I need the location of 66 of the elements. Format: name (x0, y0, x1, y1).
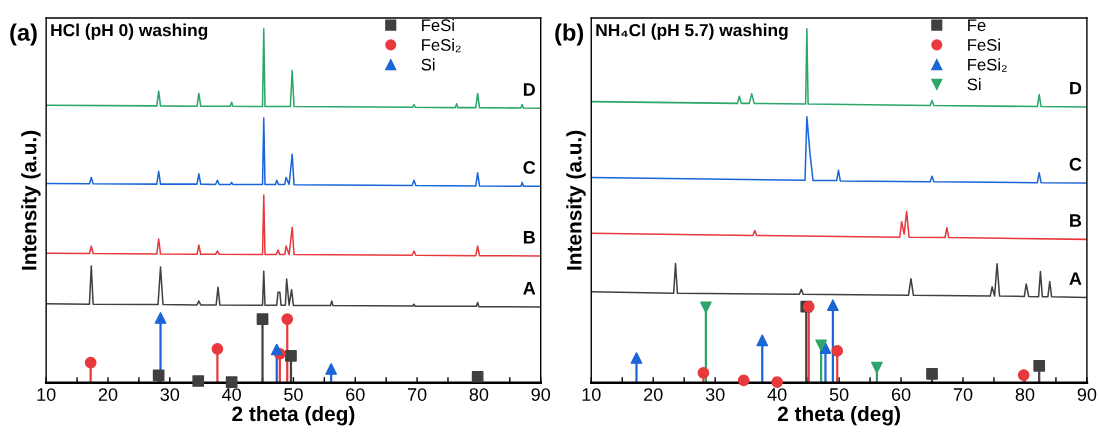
point (697, 367, 710, 379)
x-tick-label: 70 (407, 388, 427, 401)
x-tick-label: 90 (1077, 388, 1097, 401)
x-axis-title: 2 theta (deg) (232, 405, 355, 426)
point (831, 345, 844, 357)
point (1017, 369, 1030, 381)
x-tick-label: 60 (346, 388, 365, 401)
point (285, 350, 297, 362)
series-label: D (523, 83, 535, 96)
x-tick-label: 40 (221, 388, 241, 401)
x-axis-title: 2 theta (deg) (777, 405, 900, 426)
x-tick-label: 50 (284, 388, 303, 401)
legend-label: FeSi₂ (968, 58, 1007, 72)
point (815, 339, 827, 352)
series-label: A (1069, 272, 1082, 285)
x-tick-label: 80 (1015, 388, 1035, 401)
series-label: C (1069, 157, 1082, 171)
legend-label: FeSi (422, 18, 454, 32)
point (256, 313, 269, 325)
x-tick-label: 90 (531, 388, 551, 401)
chart-subtitle: NH₄Cl (pH 5.7) washing (596, 23, 788, 40)
series-label: A (523, 281, 536, 295)
point (819, 342, 832, 354)
x-tick-label: 30 (160, 388, 180, 401)
point (211, 342, 224, 355)
x-tick-label: 80 (469, 388, 489, 401)
point (281, 313, 294, 325)
x-tick-label: 10 (37, 388, 56, 401)
x-tick-label: 70 (953, 388, 973, 401)
point (630, 352, 643, 364)
point (737, 374, 750, 387)
legend-label: Si (421, 58, 435, 71)
x-tick-label: 20 (98, 388, 118, 401)
point (827, 299, 839, 312)
x-tick-label: 60 (891, 388, 911, 401)
point (1033, 359, 1046, 372)
series-label: B (1070, 214, 1082, 227)
legend-label: FeSi (968, 38, 1000, 51)
legend-label: FeSi₂ (422, 38, 461, 53)
point (192, 375, 205, 387)
point (225, 376, 238, 388)
x-tick-label: 40 (767, 388, 787, 401)
point (871, 361, 883, 374)
point (84, 356, 97, 369)
x-tick-label: 50 (829, 388, 849, 401)
point (756, 334, 769, 347)
chart-title: (a) (10, 23, 37, 46)
x-tick-label: 20 (644, 388, 663, 401)
point (154, 312, 167, 324)
series-label: B (523, 231, 535, 244)
point (771, 376, 783, 388)
series-label: D (1070, 81, 1082, 95)
legend-label: Fe (968, 19, 986, 32)
x-tick-label: 10 (582, 388, 601, 401)
point (926, 368, 938, 380)
point (325, 363, 337, 375)
series-label: C (523, 161, 536, 174)
x-tick-label: 30 (705, 388, 725, 401)
point (471, 370, 484, 383)
chart-subtitle: HCl (pH 0) washing (51, 23, 208, 40)
y-axis-title: Intensity (a.u.) (21, 130, 41, 270)
legend-label: Si (967, 78, 981, 91)
y-axis-title: Intensity (a.u.) (566, 130, 586, 270)
chart-title: (b) (555, 23, 584, 46)
point (270, 343, 283, 356)
point (152, 369, 165, 382)
